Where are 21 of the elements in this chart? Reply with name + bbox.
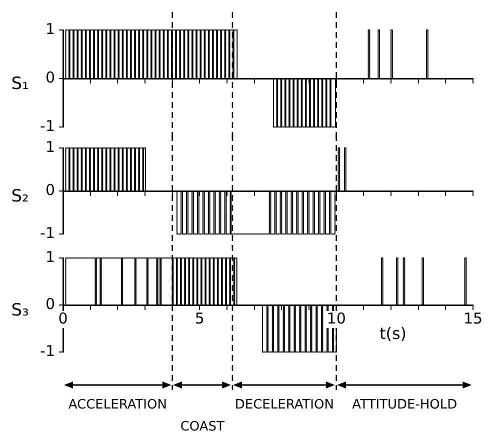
x-axis-title: t(s) (379, 324, 407, 344)
y-tick-label: 0 (45, 180, 55, 199)
x-tick-label: 10 (326, 309, 346, 328)
y-tick-label: 1 (45, 20, 55, 38)
text: COAST (180, 419, 225, 434)
y-tick-label: -1 (40, 224, 55, 242)
y-axis-title: S₂ (11, 186, 29, 206)
y-tick-label: -1 (40, 342, 55, 360)
x-tick-label: 0 (58, 309, 68, 328)
text: ATTITUDE-HOLD (352, 397, 458, 412)
y-tick-label: 1 (45, 248, 55, 266)
text: ACCELERATION (68, 397, 167, 412)
y-axis-title: S₁ (11, 74, 29, 94)
y-tick-label: 0 (45, 294, 55, 313)
y-axis-title: S₃ (11, 300, 29, 320)
x-tick-label: 15 (463, 309, 483, 328)
y-tick-label: -1 (40, 116, 55, 135)
y-tick-label: 0 (45, 68, 55, 86)
x-tick-label: 5 (194, 309, 204, 328)
y-tick-label: 1 (45, 138, 55, 156)
text: DECELERATION (234, 397, 334, 412)
